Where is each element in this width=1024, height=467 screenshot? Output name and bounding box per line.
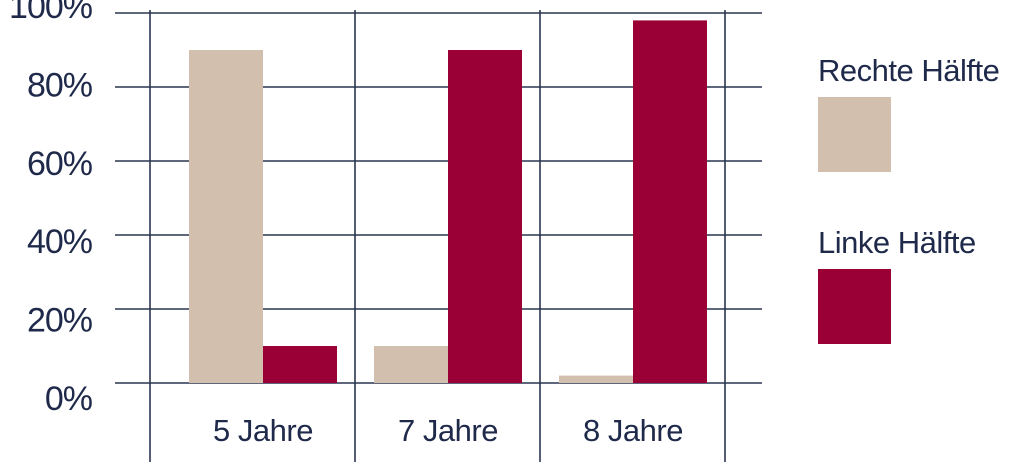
x-tick-label: 7 Jahre bbox=[398, 413, 498, 448]
y-tick-label: 0% bbox=[45, 380, 93, 418]
bar bbox=[263, 346, 337, 383]
bar bbox=[189, 50, 263, 383]
bar bbox=[633, 20, 707, 384]
legend-label: Rechte Hälfte bbox=[818, 53, 999, 88]
legend-swatch bbox=[818, 97, 891, 172]
legend-label: Linke Hälfte bbox=[818, 225, 976, 260]
y-tick-label: 40% bbox=[27, 223, 93, 261]
y-tick-label: 20% bbox=[27, 302, 93, 340]
x-tick-label: 8 Jahre bbox=[583, 413, 683, 448]
y-tick-label: 100% bbox=[9, 0, 93, 26]
x-tick-label: 5 Jahre bbox=[213, 413, 313, 448]
bar bbox=[448, 50, 522, 383]
bar bbox=[374, 346, 448, 383]
legend-swatch bbox=[818, 269, 891, 344]
y-tick-label: 80% bbox=[27, 66, 93, 104]
y-tick-label: 60% bbox=[27, 145, 93, 183]
bar bbox=[559, 375, 633, 383]
